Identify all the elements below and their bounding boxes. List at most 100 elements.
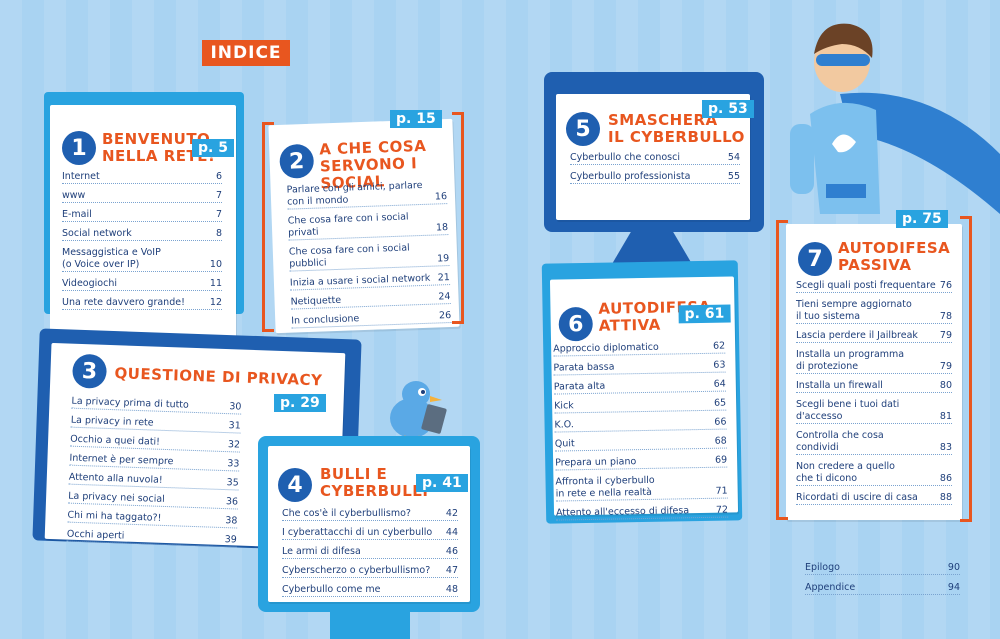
toc-entry-page: 63 bbox=[713, 359, 726, 371]
toc-entry-page: 7 bbox=[215, 190, 222, 201]
section-number: 6 bbox=[558, 306, 594, 342]
toc-entry-title: Internet è per sempre bbox=[69, 452, 174, 468]
section-7-bracket-left bbox=[776, 220, 788, 520]
section-number: 5 bbox=[566, 112, 600, 146]
section-title: BULLI E CYBERBULLI bbox=[320, 465, 429, 500]
toc-list: Approccio diplomatico 62 Parata bassa 63 Par… bbox=[553, 340, 729, 527]
toc-entry-title: Scegli quali posti frequentare bbox=[796, 280, 936, 291]
toc-entry-title: In conclusione bbox=[291, 313, 360, 327]
toc-entry-page: 44 bbox=[445, 527, 458, 538]
end-entry-page: 94 bbox=[947, 582, 960, 593]
toc-entry[interactable]: Ricordati di uscire di casa 88 bbox=[796, 492, 952, 505]
section-number: 3 bbox=[71, 353, 108, 389]
toc-entry[interactable]: Parlare con gli amici, parlare con il mo… bbox=[286, 179, 448, 210]
section-title: SMASCHERA IL CYBERBULLO bbox=[608, 111, 745, 146]
toc-entry[interactable]: I cyberattacchi di un cyberbullo 44 bbox=[282, 527, 458, 540]
end-entry[interactable]: Epilogo 90 bbox=[805, 562, 960, 575]
toc-entry[interactable]: Che cosa fare con i social privati 18 bbox=[287, 210, 449, 241]
toc-entry-page: 54 bbox=[727, 152, 740, 163]
toc-entry-title: Messaggistica e VoIP (o Voice over IP) bbox=[62, 247, 161, 270]
toc-list: Internet 6 www 7 E-mail 7 Social network 8 Messa… bbox=[62, 171, 222, 316]
toc-entry[interactable]: Le armi di difesa 46 bbox=[282, 546, 458, 559]
section-7-bracket-right bbox=[960, 216, 972, 522]
toc-entry[interactable]: Approccio diplomatico 62 bbox=[553, 340, 726, 357]
end-entry-title: Appendice bbox=[805, 582, 856, 593]
toc-entry[interactable]: Occhio a quei dati! 32 bbox=[69, 433, 240, 453]
toc-entry-title: I cyberattacchi di un cyberbullo bbox=[282, 527, 433, 538]
end-entry[interactable]: Appendice 94 bbox=[805, 582, 960, 595]
toc-entry[interactable]: Prepara un piano 69 bbox=[555, 454, 728, 471]
toc-entry-title: Social network bbox=[62, 228, 132, 239]
toc-entry[interactable]: La privacy prima di tutto 30 bbox=[71, 395, 242, 415]
toc-entry[interactable]: Installa un programma di protezione 79 bbox=[796, 349, 952, 374]
toc-entry[interactable]: Attento alla nuvola! 35 bbox=[68, 471, 239, 491]
toc-entry-title: Cyberbullo professionista bbox=[570, 171, 691, 182]
toc-entry-title: Controlla che cosa condividi bbox=[796, 430, 884, 453]
toc-entry-page: 79 bbox=[939, 361, 952, 372]
toc-entry[interactable]: Quit 68 bbox=[554, 435, 727, 452]
toc-entry-page: 30 bbox=[229, 401, 242, 413]
toc-entry[interactable]: E-mail 7 bbox=[62, 209, 222, 222]
toc-entry[interactable]: Internet è per sempre 33 bbox=[69, 452, 240, 472]
toc-list: Scegli quali posti frequentare 76 Tieni se… bbox=[796, 280, 952, 511]
toc-entry[interactable]: Cyberbullo professionista 55 bbox=[570, 171, 740, 184]
toc-entry[interactable]: Tieni sempre aggiornato il tuo sistema 78 bbox=[796, 299, 952, 324]
toc-entry-title: Che cosa fare con i social pubblici bbox=[288, 242, 410, 270]
toc-entry-page: 68 bbox=[714, 435, 727, 447]
toc-entry[interactable]: Non credere a quello che ti dicono 86 bbox=[796, 461, 952, 486]
toc-entry[interactable]: Internet 6 bbox=[62, 171, 222, 184]
toc-entry[interactable]: Social network 8 bbox=[62, 228, 222, 241]
toc-entry-title: Le armi di difesa bbox=[282, 546, 361, 557]
toc-entry[interactable]: K.O. 66 bbox=[554, 416, 727, 433]
toc-entry-title: Tieni sempre aggiornato il tuo sistema bbox=[796, 299, 912, 322]
toc-entry[interactable]: Che cosa fare con i social pubblici 19 bbox=[288, 241, 450, 272]
toc-entry[interactable]: Cyberbullo come me 48 bbox=[282, 584, 458, 597]
toc-entry-title: La privacy nei social bbox=[67, 490, 165, 505]
toc-entry-page: 12 bbox=[209, 297, 222, 308]
toc-entry-page: 8 bbox=[215, 228, 222, 239]
toc-entry[interactable]: Inizia a usare i social network 21 bbox=[289, 272, 451, 291]
toc-entry[interactable]: Chi mi ha taggato?! 38 bbox=[67, 509, 238, 529]
toc-entry-page: 21 bbox=[437, 272, 451, 284]
toc-entry-title: Internet bbox=[62, 171, 100, 182]
toc-entry-title: Approccio diplomatico bbox=[553, 341, 659, 355]
toc-entry[interactable]: Cyberbullo che conosci 54 bbox=[570, 152, 740, 165]
toc-entry-page: 79 bbox=[939, 330, 952, 341]
toc-entry-title: Cyberscherzo o cyberbullismo? bbox=[282, 565, 431, 576]
toc-entry-title: Che cos'è il cyberbullismo? bbox=[282, 508, 411, 519]
toc-entry[interactable]: Lascia perdere il Jailbreak 79 bbox=[796, 330, 952, 343]
toc-entry[interactable]: Parata alta 64 bbox=[553, 378, 726, 395]
toc-entry[interactable]: La privacy in rete 31 bbox=[70, 414, 241, 434]
toc-entry[interactable]: Kick 65 bbox=[554, 397, 727, 414]
toc-entry-title: Kick bbox=[554, 400, 574, 412]
toc-entry[interactable]: Affronta il cyberbullo in rete e nella r… bbox=[555, 473, 728, 502]
section-2-bracket-right bbox=[452, 112, 464, 324]
toc-entry-title: La privacy prima di tutto bbox=[71, 395, 190, 411]
toc-entry[interactable]: Messaggistica e VoIP (o Voice over IP) 10 bbox=[62, 247, 222, 272]
toc-entry[interactable]: Videogiochi 11 bbox=[62, 278, 222, 291]
toc-entry[interactable]: Scegli bene i tuoi dati d'accesso 81 bbox=[796, 399, 952, 424]
end-list: Epilogo 90 Appendice 94 bbox=[805, 562, 960, 602]
toc-entry-title: Lascia perdere il Jailbreak bbox=[796, 330, 918, 341]
section-title: AUTODIFESA PASSIVA bbox=[838, 239, 951, 274]
toc-entry-title: Cyberbullo come me bbox=[282, 584, 381, 595]
toc-entry[interactable]: Parata bassa 63 bbox=[553, 359, 726, 376]
toc-entry-page: 10 bbox=[209, 259, 222, 270]
toc-entry[interactable]: Che cos'è il cyberbullismo? 42 bbox=[282, 508, 458, 521]
toc-entry-page: 64 bbox=[713, 378, 726, 390]
toc-entry-title: Scegli bene i tuoi dati d'accesso bbox=[796, 399, 900, 422]
page-badge: p. 29 bbox=[274, 394, 326, 412]
toc-entry[interactable]: Controlla che cosa condividi 83 bbox=[796, 430, 952, 455]
toc-entry[interactable]: In conclusione 26 bbox=[291, 310, 452, 329]
toc-entry[interactable]: Una rete davvero grande! 12 bbox=[62, 297, 222, 310]
toc-entry[interactable]: Scegli quali posti frequentare 76 bbox=[796, 280, 952, 293]
toc-entry[interactable]: Attento all'eccesso di difesa 72 bbox=[555, 504, 729, 521]
toc-entry[interactable]: Occhi aperti 39 bbox=[66, 528, 237, 548]
toc-entry[interactable]: La privacy nei social 36 bbox=[67, 490, 238, 510]
toc-entry[interactable]: www 7 bbox=[62, 190, 222, 203]
toc-entry[interactable]: Installa un firewall 80 bbox=[796, 380, 952, 393]
toc-list: Cyberbullo che conosci 54 Cyberbullo profe… bbox=[570, 152, 740, 190]
section-2-card: 2 A CHE COSA SERVONO I SOCIAL Parlare co… bbox=[268, 118, 460, 334]
toc-entry[interactable]: Netiquette 24 bbox=[290, 291, 451, 310]
toc-entry[interactable]: Cyberscherzo o cyberbullismo? 47 bbox=[282, 565, 458, 578]
